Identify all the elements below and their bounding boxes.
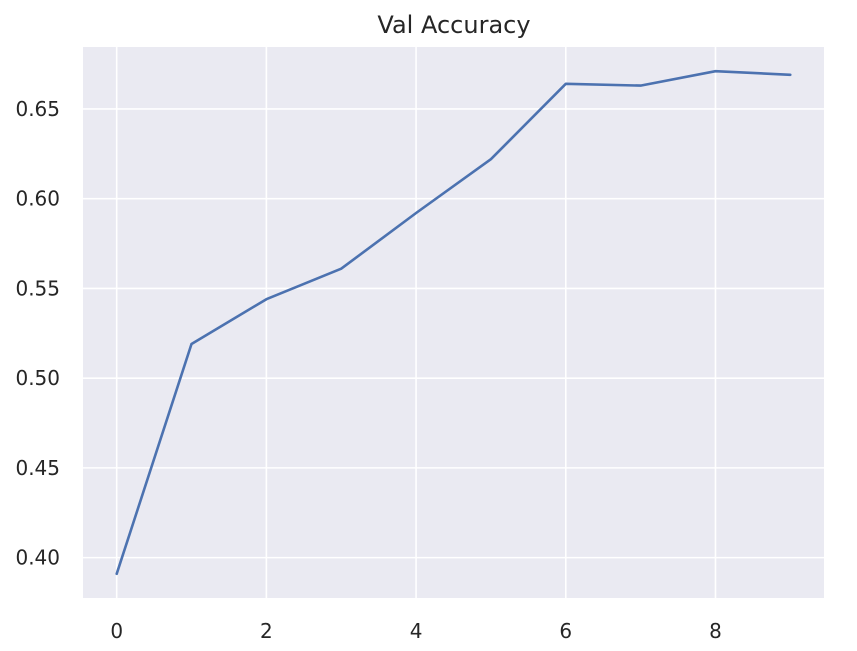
x-tick-label: 8 [709,619,722,643]
plot-area [83,47,824,598]
y-tick-label: 0.55 [15,276,60,300]
chart-title: Val Accuracy [377,11,530,39]
y-tick-labels: 0.40 0.45 0.50 0.55 0.60 0.65 [15,97,60,570]
x-tick-label: 4 [410,619,423,643]
y-tick-label: 0.40 [15,546,60,570]
series-line [115,69,792,576]
series-layer [115,69,792,576]
x-tick-label: 6 [559,619,572,643]
y-tick-label: 0.60 [15,187,60,211]
x-gridlines [115,47,717,598]
y-tick-label: 0.45 [15,456,60,480]
x-tick-label: 2 [260,619,273,643]
x-tick-labels: 0 2 4 6 8 [110,619,722,643]
y-gridlines [83,108,824,559]
y-tick-label: 0.65 [15,97,60,121]
x-tick-label: 0 [110,619,123,643]
y-tick-label: 0.50 [15,366,60,390]
